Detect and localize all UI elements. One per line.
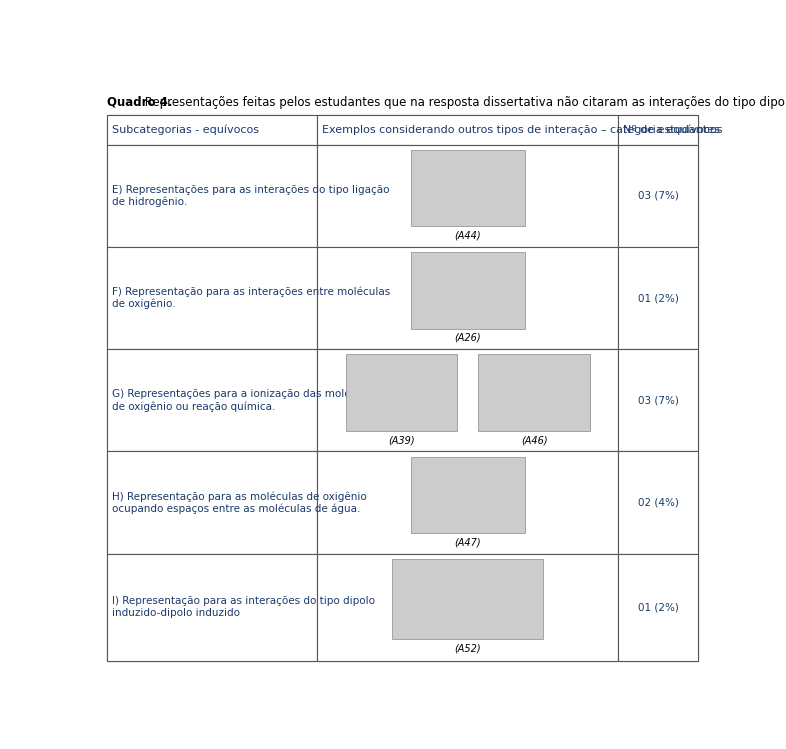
Bar xyxy=(346,354,457,431)
Text: Exemplos considerando outros tipos de interação – categoria equívocos: Exemplos considerando outros tipos de in… xyxy=(322,124,722,135)
Bar xyxy=(108,247,317,349)
Bar xyxy=(619,247,698,349)
Bar xyxy=(108,349,317,452)
Bar xyxy=(317,115,619,145)
Text: Subcategorias - equívocos: Subcategorias - equívocos xyxy=(112,124,259,135)
Text: (A26): (A26) xyxy=(454,333,481,343)
Bar xyxy=(108,115,317,145)
Bar xyxy=(410,150,525,226)
Text: (A47): (A47) xyxy=(454,537,481,548)
Bar xyxy=(619,554,698,661)
Text: E) Representações para as interações do tipo ligação
de hidrogênio.: E) Representações para as interações do … xyxy=(112,185,390,207)
Text: 01 (2%): 01 (2%) xyxy=(638,602,679,612)
Bar xyxy=(317,145,619,247)
Bar xyxy=(619,452,698,554)
Text: G) Representações para a ionização das moléculas
de oxigênio ou reação química.: G) Representações para a ionização das m… xyxy=(112,389,378,412)
Text: 03 (7%): 03 (7%) xyxy=(638,395,679,405)
Text: Quadro 4.: Quadro 4. xyxy=(108,96,173,109)
Bar xyxy=(410,457,525,533)
Bar xyxy=(317,452,619,554)
Bar xyxy=(108,145,317,247)
Text: (A39): (A39) xyxy=(388,435,415,445)
Bar xyxy=(108,554,317,661)
Text: I) Representação para as interações do tipo dipolo
induzido-dipolo induzido: I) Representação para as interações do t… xyxy=(112,596,375,618)
Bar xyxy=(619,145,698,247)
Text: (A44): (A44) xyxy=(454,231,481,240)
Bar xyxy=(410,252,525,329)
Text: H) Representação para as moléculas de oxigênio
ocupando espaços entre as molécul: H) Representação para as moléculas de ox… xyxy=(112,491,367,514)
Bar xyxy=(619,115,698,145)
Bar xyxy=(317,247,619,349)
Text: Representações feitas pelos estudantes que na resposta dissertativa não citaram : Representações feitas pelos estudantes q… xyxy=(141,96,786,109)
Bar xyxy=(479,354,590,431)
Text: 02 (4%): 02 (4%) xyxy=(638,497,679,508)
Text: 03 (7%): 03 (7%) xyxy=(638,191,679,201)
Text: 01 (2%): 01 (2%) xyxy=(638,293,679,303)
Bar xyxy=(619,349,698,452)
Text: (A46): (A46) xyxy=(521,435,547,445)
Bar xyxy=(392,559,543,640)
Text: F) Representação para as interações entre moléculas
de oxigênio.: F) Representação para as interações entr… xyxy=(112,287,391,309)
Bar xyxy=(317,349,619,452)
Text: Nº de estudantes: Nº de estudantes xyxy=(623,124,720,135)
Bar xyxy=(108,452,317,554)
Bar xyxy=(317,554,619,661)
Text: (A52): (A52) xyxy=(454,643,481,653)
